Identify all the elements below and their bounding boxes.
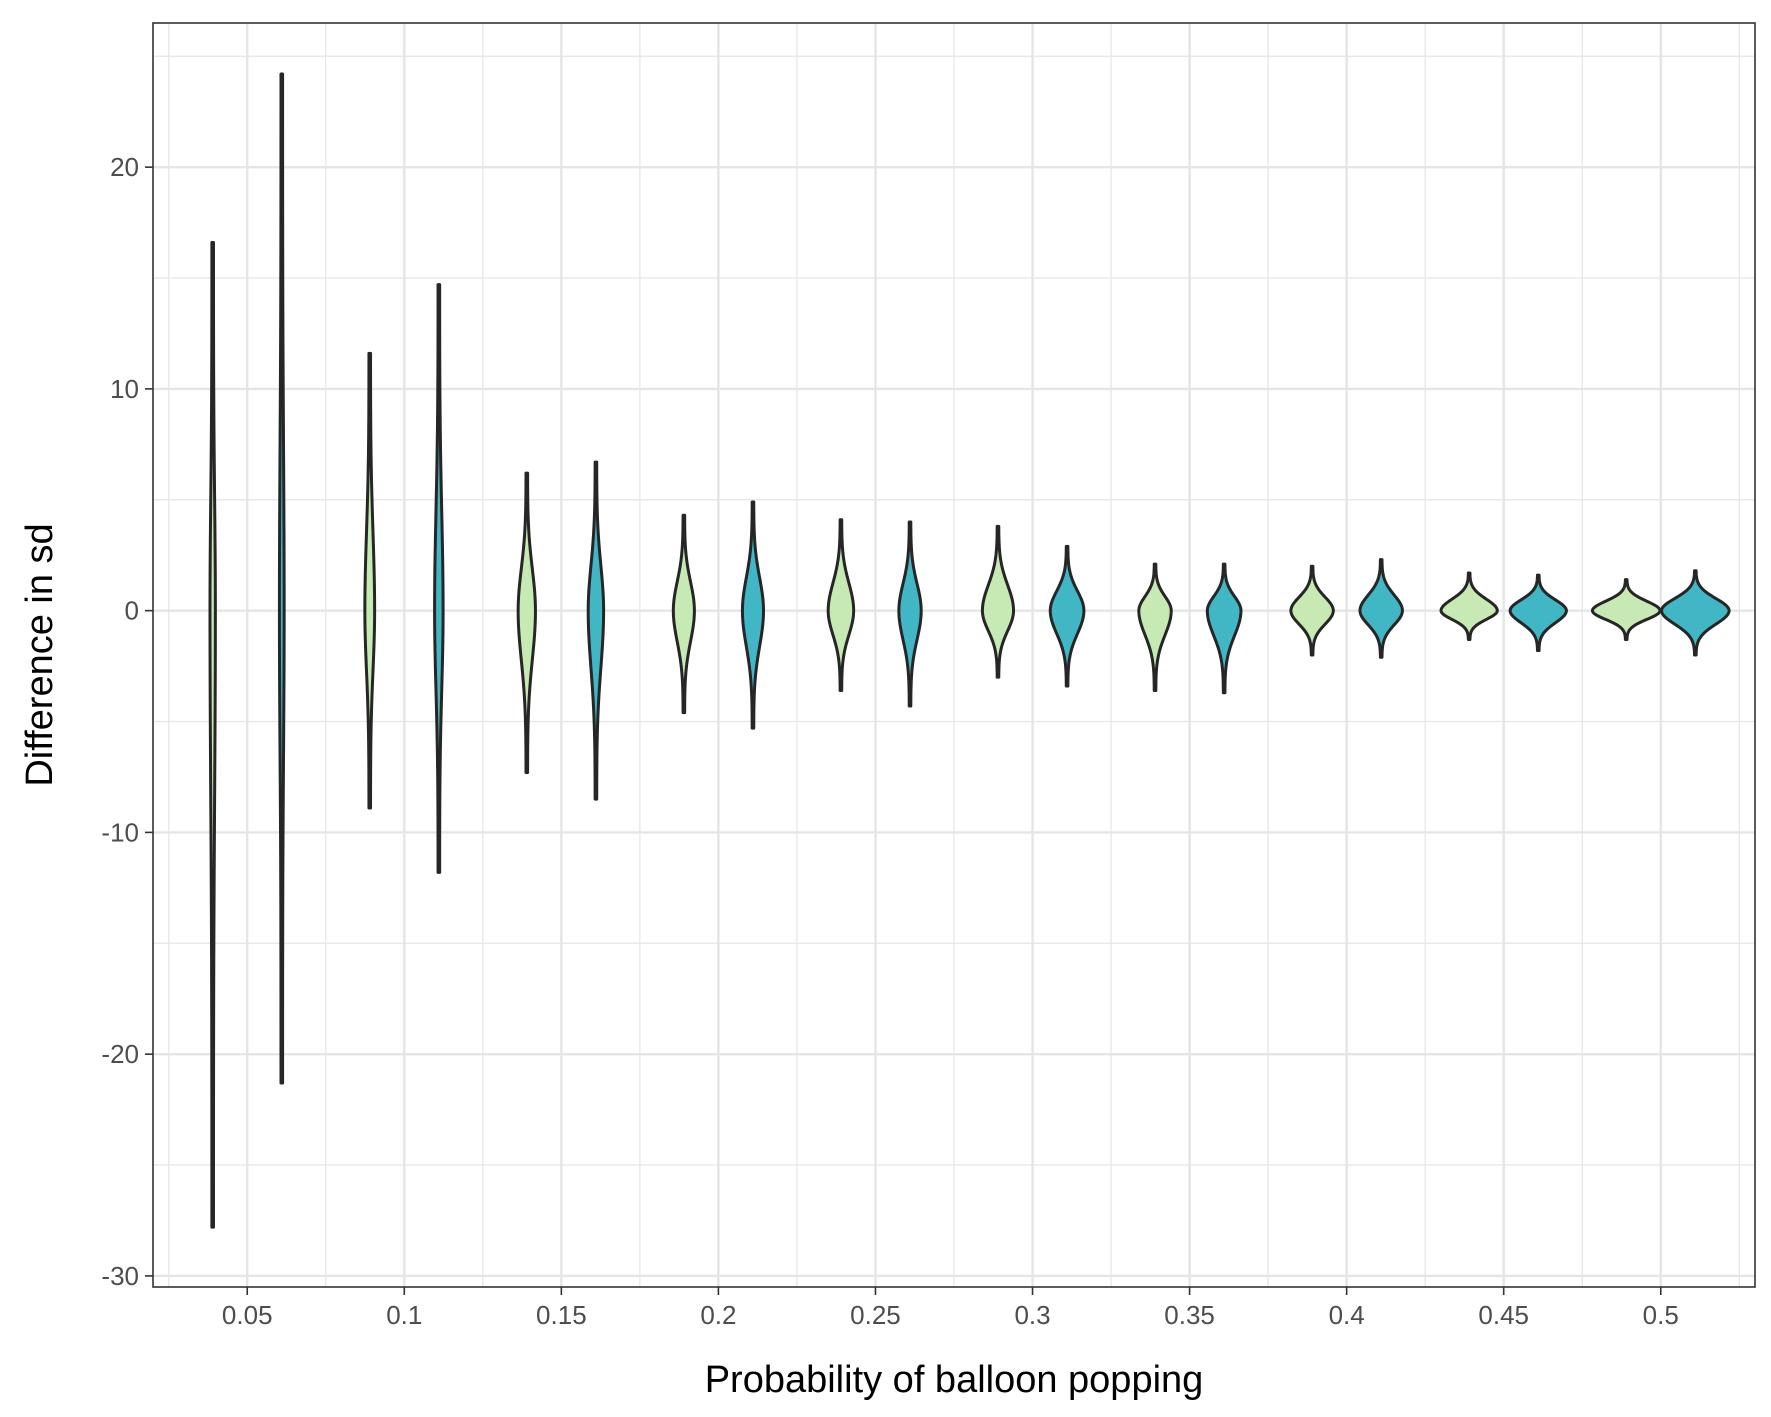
violin-mark [208,241,217,1229]
y-tick-label: 0 [125,596,139,626]
plot-border [152,22,1756,1288]
violin-mark [1660,569,1731,657]
x-tick-label: 0.45 [1478,1300,1529,1330]
x-tick-label: 0.1 [386,1300,422,1330]
x-tick-label: 0.25 [850,1300,901,1330]
violin-mark [1590,578,1662,641]
violin-mark [1205,562,1243,695]
violin-mark [826,518,856,692]
violin-mark [1289,564,1335,657]
violin-mark [433,283,445,874]
y-axis-title: Difference in sd [19,523,61,786]
y-tick-label: 10 [110,374,139,404]
violin-mark [586,460,606,801]
x-axis-title: Probability of balloon popping [705,1359,1204,1401]
violins [208,72,1731,1229]
violin-mark [740,500,765,730]
y-tick-label: -30 [101,1261,139,1291]
y-tick-label: 20 [110,152,139,182]
violin-mark [1508,573,1568,653]
violin-mark [1439,571,1499,641]
violin-mark [897,520,923,708]
violin-mark [1137,562,1173,692]
x-tick-label: 0.15 [536,1300,587,1330]
violin-mark [516,471,537,775]
x-tick-label: 0.3 [1014,1300,1050,1330]
violin-mark [363,351,377,810]
x-tick-label: 0.2 [700,1300,736,1330]
x-tick-label: 0.5 [1643,1300,1679,1330]
violin-mark [1048,544,1086,688]
minor-grid [153,23,1755,1287]
x-tick-label: 0.05 [222,1300,273,1330]
violin-mark [277,72,286,1085]
violin-mark [671,513,696,715]
violin-mark [1358,558,1404,659]
x-axis: 0.05 0.1 0.15 0.2 0.25 0.3 0.35 0.4 0.45 0.5 [222,1287,1679,1330]
y-axis: 20 10 0 -10 -20 -30 [101,152,153,1291]
y-tick-label: -20 [101,1039,139,1069]
x-tick-label: 0.35 [1164,1300,1215,1330]
violin-mark [980,524,1016,679]
y-tick-label: -10 [101,817,139,847]
x-tick-label: 0.4 [1329,1300,1365,1330]
